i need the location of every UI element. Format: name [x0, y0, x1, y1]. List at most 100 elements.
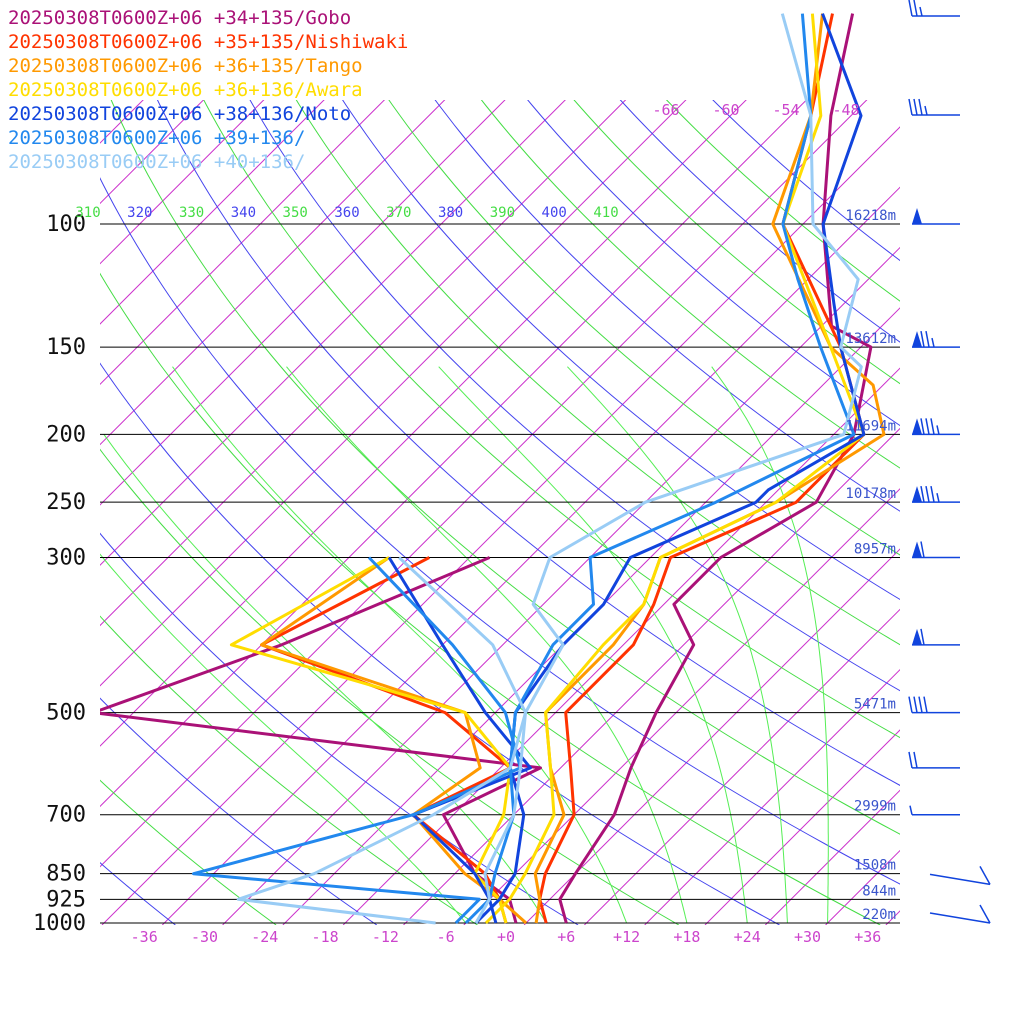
isotherm-line [222, 246, 900, 925]
isotherm-line [100, 100, 205, 205]
wind-barb [912, 486, 960, 503]
height-label: 220m [862, 907, 896, 923]
theta-label: 320 [127, 205, 152, 221]
series-4-temperature-line [474, 13, 866, 925]
isotherm-line [101, 126, 900, 925]
x-tick-label: +0 [497, 928, 515, 946]
series-6-temperature-line [474, 13, 863, 924]
legend-item-5: 20250308T0600Z+06 +39+136/ [8, 127, 306, 149]
dry-adiabat-line [100, 697, 378, 925]
theta-label: 330 [179, 205, 204, 221]
x-tick-label: -12 [372, 928, 399, 946]
pressure-label: 925 [46, 887, 86, 912]
moist-adiabat-line [100, 553, 467, 924]
height-label: 844m [862, 883, 896, 899]
pressure-label: 250 [46, 490, 86, 515]
height-label: 2999m [854, 799, 896, 815]
isotherm-line [100, 100, 506, 506]
wind-barb [908, 98, 960, 116]
dry-adiabat-line [100, 448, 680, 925]
legend: 20250308T0600Z+06 +34+135/Gobo 20250308T… [8, 6, 408, 174]
moist-adiabat-line [438, 366, 748, 924]
dry-adiabat-line [712, 100, 900, 262]
x-tick-label: +30 [794, 928, 821, 946]
dry-adiabat-line [156, 100, 900, 786]
theta-label: 390 [490, 205, 515, 221]
moist-adiabat-line [172, 366, 628, 924]
height-label: 5471m [854, 697, 896, 713]
height-label: 10178m [845, 486, 896, 502]
isotherm-line [0, 45, 138, 925]
dry-adiabat-line [100, 779, 277, 925]
pressure-label: 850 [46, 862, 86, 887]
theta-label: 310 [75, 205, 100, 221]
wind-barb [929, 904, 991, 924]
series-5-temperature-line [464, 13, 856, 925]
dry-adiabat-line [249, 100, 900, 692]
theta-label: 360 [334, 205, 359, 221]
theta-label: 410 [593, 205, 618, 221]
isotherm-line [100, 100, 747, 747]
dry-adiabat-line [100, 615, 478, 925]
dry-adiabat-line [619, 100, 900, 343]
isotherm-line [644, 668, 900, 925]
wind-barb [912, 330, 960, 348]
x-tick-label: -36 [131, 928, 158, 946]
series-3-temperature-line [484, 13, 866, 925]
dry-adiabat-line [110, 100, 900, 835]
dry-adiabat-line [100, 272, 881, 925]
legend-item-2: 20250308T0600Z+06 +36+135/Tango [8, 55, 363, 77]
isotherm-line [0, 45, 17, 925]
theta-label: 400 [542, 205, 567, 221]
x-tick-label: +24 [734, 928, 761, 946]
profile-lines [100, 13, 886, 925]
wind-barb [908, 0, 960, 17]
dry-adiabat-line [434, 100, 900, 512]
isotherm-line [100, 100, 566, 566]
height-label: 8957m [854, 542, 896, 558]
theta-label: 380 [438, 205, 463, 221]
series-1-temperature-line [538, 13, 866, 924]
legend-item-1: 20250308T0600Z+06 +35+135/Nishiwaki [8, 31, 409, 53]
isotherm-line [463, 488, 900, 925]
x-tick-label: +18 [673, 928, 700, 946]
moist-adiabat-line [567, 366, 788, 924]
pressure-label: 100 [46, 212, 86, 237]
isotherm-line [584, 608, 900, 925]
upper-tick-label: -54 [772, 101, 799, 119]
x-tick-label: -18 [312, 928, 339, 946]
pressure-label: 1000 [33, 911, 86, 936]
wind-barb [908, 751, 960, 769]
isotherm-line [100, 100, 386, 386]
x-tick-label: +36 [854, 928, 881, 946]
dry-adiabat-line [100, 362, 780, 925]
x-tick-label: -6 [437, 928, 455, 946]
isotherm-line [885, 910, 900, 925]
dry-adiabat-line [342, 100, 900, 601]
pressure-label: 150 [46, 335, 86, 360]
legend-item-6: 20250308T0600Z+06 +40+136/ [8, 151, 306, 173]
isotherm-line [100, 100, 446, 446]
pressure-label: 200 [46, 422, 86, 447]
dry-adiabat-line [480, 100, 900, 469]
dry-adiabat-line [100, 862, 176, 925]
theta-label: 370 [386, 205, 411, 221]
theta-label: 340 [231, 205, 256, 221]
isotherm-line [100, 100, 144, 144]
x-tick-label: -24 [251, 928, 278, 946]
dry-adiabat-line [388, 100, 900, 556]
isotherm-line [523, 548, 900, 925]
wind-barb [912, 418, 960, 436]
isotherm-line [161, 186, 900, 925]
wind-barb [908, 696, 960, 714]
dry-adiabat-line [665, 100, 900, 302]
moist-adiabat-line [103, 434, 547, 924]
moist-adiabat-line [711, 366, 829, 923]
x-tick-label: +6 [557, 928, 575, 946]
isotherm-line [282, 307, 900, 925]
isotherm-line [0, 45, 78, 925]
x-tick-label: +12 [613, 928, 640, 946]
dry-adiabat-line [203, 100, 900, 739]
